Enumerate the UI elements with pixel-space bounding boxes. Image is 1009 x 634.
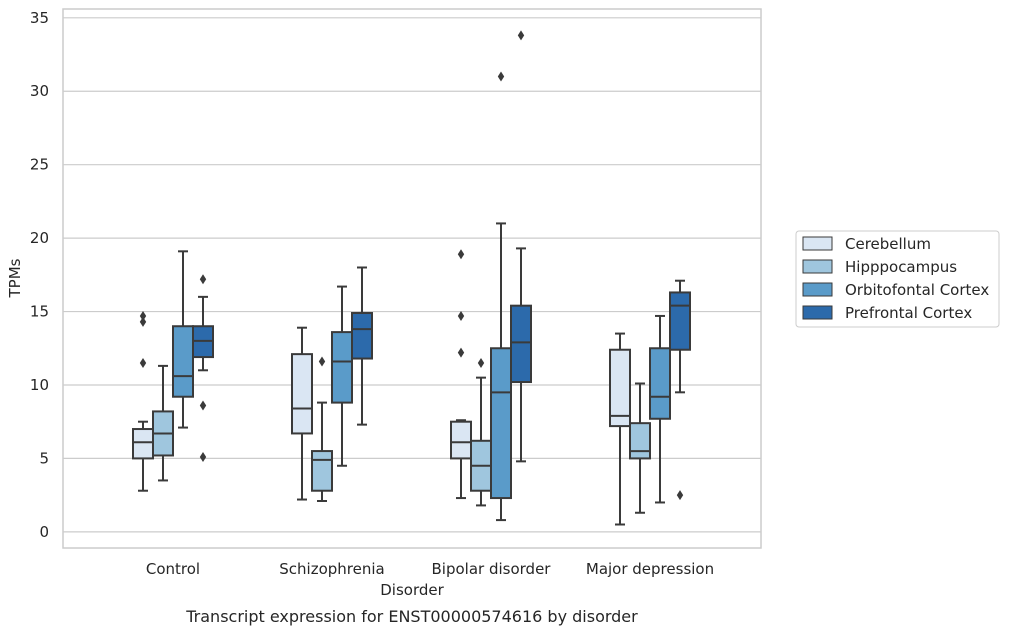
box-orbitofontal-cortex [490, 71, 512, 522]
box-body [291, 353, 313, 435]
box-cerebellum [291, 326, 313, 501]
box-body [510, 304, 532, 384]
box-orbitofontal-cortex [172, 250, 194, 429]
x-tick-label: Control [146, 560, 200, 578]
outlier-point [199, 274, 207, 285]
box-body [132, 428, 154, 460]
y-tick-label: 25 [30, 156, 49, 174]
outlier-point [477, 357, 485, 368]
box-cerebellum [609, 332, 631, 526]
box-body [311, 450, 333, 492]
legend-swatch [802, 259, 833, 274]
outlier-point [318, 356, 326, 367]
box-body [669, 291, 691, 351]
y-tick-label: 15 [30, 303, 49, 321]
outlier-point [517, 30, 525, 41]
legend-label: Hipppocampus [845, 258, 957, 276]
outlier-point [457, 249, 465, 260]
y-tick-label: 10 [30, 376, 49, 394]
box-body [629, 422, 651, 460]
y-tick-label: 0 [39, 523, 49, 541]
box-cerebellum [132, 310, 154, 492]
box-cerebellum [450, 249, 472, 500]
plot-frame [62, 8, 762, 549]
y-tick-label: 35 [30, 9, 49, 27]
outlier-point [457, 310, 465, 321]
legend-swatch [802, 282, 833, 297]
legend-label: Cerebellum [845, 235, 931, 253]
outlier-point [199, 400, 207, 411]
box-body [609, 348, 631, 428]
box-body [490, 347, 512, 500]
legend-label: Prefrontal Cortex [845, 304, 972, 322]
box-prefrontal-cortex [510, 30, 532, 463]
box-hipppocampus [311, 356, 333, 503]
box-orbitofontal-cortex [649, 314, 671, 504]
box-body [649, 347, 671, 420]
box-hipppocampus [470, 357, 492, 507]
box-prefrontal-cortex [192, 274, 214, 462]
x-tick-label: Bipolar disorder [432, 560, 552, 578]
box-body [172, 325, 194, 398]
legend-frame [795, 230, 1000, 328]
legend: Cerebellum Hipppocampus Orbitofontal Corte… [795, 230, 1000, 328]
outlier-point [139, 357, 147, 368]
legend-swatch [802, 236, 833, 251]
box-prefrontal-cortex [351, 266, 373, 426]
y-axis-label: TPMs [6, 258, 24, 298]
box-hipppocampus [629, 382, 651, 514]
y-tick-label: 30 [30, 82, 49, 100]
outlier-point [497, 71, 505, 82]
outlier-point [676, 490, 684, 501]
legend-swatch [802, 305, 833, 320]
box-body [450, 420, 472, 460]
box-body [351, 312, 373, 360]
x-tick-label: Major depression [586, 560, 714, 578]
box-plot-area [132, 30, 691, 526]
legend-label: Orbitofontal Cortex [845, 281, 989, 299]
x-tick-label: Schizophrenia [279, 560, 384, 578]
chart-caption: Transcript expression for ENST0000057461… [185, 607, 638, 626]
box-orbitofontal-cortex [331, 285, 353, 467]
outlier-point [139, 310, 147, 321]
x-axis-label: Disorder [380, 581, 444, 599]
box-body [331, 331, 353, 404]
outlier-point [139, 316, 147, 327]
y-tick-label: 5 [39, 449, 49, 467]
box-prefrontal-cortex [669, 279, 691, 501]
outlier-point [457, 347, 465, 358]
x-axis-ticks: Control Schizophrenia Bipolar disorder Majo… [146, 560, 714, 578]
y-tick-label: 20 [30, 229, 49, 247]
box-hipppocampus [152, 364, 174, 482]
y-axis-ticks: 0 5 10 15 20 25 30 35 [30, 9, 49, 541]
outlier-point [199, 451, 207, 462]
